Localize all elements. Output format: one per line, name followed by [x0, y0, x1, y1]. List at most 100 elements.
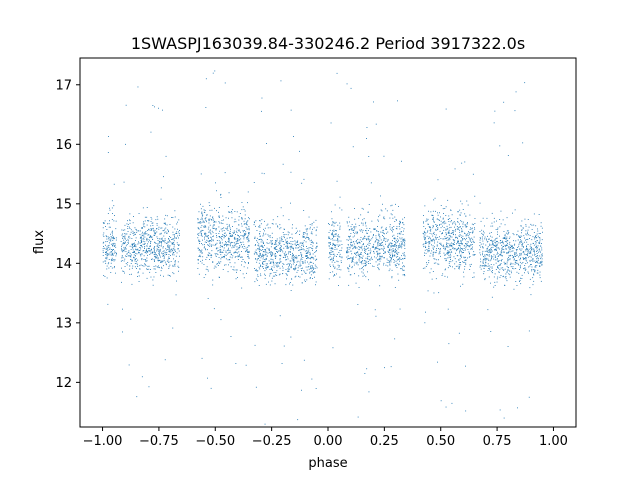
- scatter-point: [261, 255, 262, 257]
- scatter-point: [244, 214, 246, 216]
- scatter-point: [201, 235, 203, 237]
- scatter-point: [103, 247, 105, 249]
- scatter-point: [394, 244, 395, 245]
- scatter-point: [129, 220, 131, 222]
- scatter-point: [373, 228, 375, 230]
- scatter-point: [157, 243, 159, 245]
- scatter-point: [511, 245, 513, 247]
- scatter-point: [366, 238, 367, 240]
- scatter-point: [154, 233, 156, 235]
- scatter-point: [277, 226, 279, 228]
- scatter-point: [461, 249, 463, 251]
- scatter-point: [528, 266, 530, 268]
- scatter-point: [147, 220, 148, 222]
- scatter-point: [309, 254, 311, 255]
- scatter-point: [163, 240, 165, 242]
- scatter-point: [465, 262, 467, 264]
- scatter-point: [225, 227, 227, 229]
- scatter-point: [238, 239, 240, 241]
- scatter-point: [247, 237, 249, 239]
- scatter-point: [366, 138, 367, 139]
- scatter-point: [470, 244, 472, 246]
- scatter-point: [200, 218, 202, 220]
- scatter-point: [285, 255, 287, 257]
- scatter-point: [248, 255, 249, 257]
- scatter-point: [352, 146, 354, 148]
- scatter-point: [334, 275, 336, 276]
- scatter-point: [315, 388, 317, 389]
- scatter-point: [264, 244, 265, 246]
- scatter-point: [356, 242, 358, 244]
- scatter-point: [350, 245, 352, 247]
- scatter-point: [541, 260, 543, 262]
- scatter-point: [329, 253, 331, 255]
- scatter-point: [498, 260, 500, 261]
- scatter-point: [366, 227, 368, 229]
- scatter-point: [211, 237, 212, 239]
- scatter-point: [479, 239, 481, 241]
- scatter-point: [158, 228, 160, 230]
- scatter-point: [364, 265, 366, 267]
- scatter-point: [109, 242, 110, 244]
- scatter-point: [248, 240, 250, 242]
- scatter-point: [489, 249, 491, 250]
- scatter-point: [248, 240, 250, 241]
- scatter-point: [152, 105, 154, 106]
- scatter-point: [231, 212, 233, 214]
- scatter-point: [390, 213, 392, 215]
- scatter-point: [141, 246, 143, 248]
- scatter-point: [332, 248, 334, 250]
- scatter-point: [495, 241, 497, 243]
- scatter-point: [350, 243, 351, 245]
- scatter-point: [507, 258, 509, 260]
- scatter-point: [163, 235, 165, 237]
- scatter-point: [202, 244, 204, 246]
- scatter-point: [481, 232, 483, 234]
- scatter-point: [115, 228, 117, 230]
- scatter-point: [212, 232, 214, 234]
- scatter-point: [242, 230, 244, 231]
- scatter-point: [129, 254, 131, 256]
- scatter-point: [146, 240, 148, 242]
- scatter-point: [221, 256, 223, 258]
- scatter-point: [291, 245, 293, 247]
- scatter-point: [259, 248, 260, 250]
- scatter-point: [122, 238, 124, 239]
- scatter-point: [353, 231, 354, 233]
- scatter-point: [336, 72, 338, 74]
- scatter-point: [403, 274, 405, 276]
- scatter-point: [364, 260, 366, 262]
- scatter-point: [391, 214, 393, 216]
- scatter-point: [482, 263, 484, 264]
- scatter-point: [115, 220, 117, 222]
- scatter-point: [228, 240, 230, 242]
- scatter-point: [451, 214, 453, 216]
- scatter-point: [397, 245, 399, 247]
- scatter-point: [156, 248, 158, 250]
- scatter-point: [328, 242, 330, 244]
- scatter-point: [162, 239, 163, 241]
- scatter-point: [311, 247, 312, 249]
- scatter-point: [436, 226, 437, 227]
- scatter-point: [448, 251, 450, 253]
- scatter-point: [105, 260, 107, 262]
- scatter-point: [166, 215, 168, 217]
- scatter-point: [220, 193, 222, 195]
- scatter-point: [507, 260, 509, 261]
- scatter-point: [450, 265, 451, 267]
- scatter-point: [515, 281, 517, 282]
- scatter-point: [286, 245, 288, 247]
- scatter-point: [514, 256, 516, 257]
- scatter-point: [488, 238, 490, 240]
- scatter-point: [499, 219, 501, 220]
- scatter-point: [172, 250, 174, 251]
- scatter-point: [163, 259, 165, 261]
- scatter-point: [233, 233, 235, 234]
- scatter-point: [540, 280, 542, 282]
- scatter-point: [285, 251, 286, 253]
- scatter-point: [105, 248, 107, 250]
- scatter-point: [275, 253, 276, 254]
- scatter-point: [381, 256, 383, 258]
- scatter-point: [271, 277, 273, 279]
- scatter-point: [452, 247, 454, 249]
